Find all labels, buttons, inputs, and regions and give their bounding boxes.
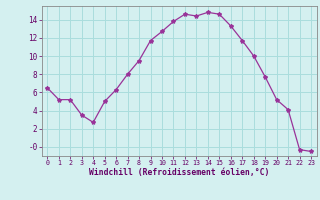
X-axis label: Windchill (Refroidissement éolien,°C): Windchill (Refroidissement éolien,°C) <box>89 168 269 177</box>
